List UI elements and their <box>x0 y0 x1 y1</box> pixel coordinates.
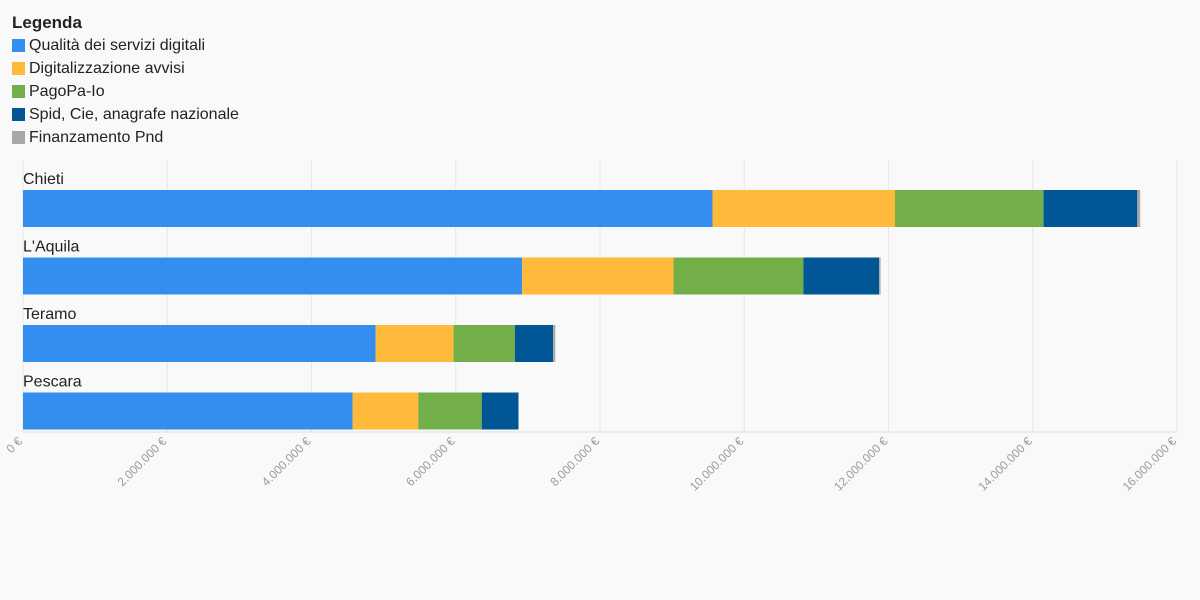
x-tick-label: 2.000.000 € <box>115 434 170 489</box>
legend-swatch <box>12 62 25 75</box>
legend-label: Digitalizzazione avvisi <box>29 59 185 77</box>
legend-swatch <box>12 131 25 144</box>
bar-segment[interactable] <box>803 257 880 295</box>
x-tick-label: 14.000.000 € <box>975 434 1035 494</box>
category-label: Teramo <box>23 306 76 323</box>
legend-label: PagoPa-Io <box>29 82 105 100</box>
bar-segment[interactable] <box>553 325 556 362</box>
legend-item[interactable]: PagoPa-Io <box>12 80 239 103</box>
bar-segment[interactable] <box>1137 190 1141 227</box>
bar-segment[interactable] <box>23 325 376 362</box>
bar-segment[interactable] <box>23 257 523 295</box>
legend-label: Qualità dei servizi digitali <box>29 36 206 54</box>
legend-item[interactable]: Finanzamento Pnd <box>12 126 239 149</box>
legend-swatch <box>12 85 25 98</box>
legend-item[interactable]: Qualità dei servizi digitali <box>12 34 239 57</box>
bar-segment[interactable] <box>894 190 1044 227</box>
legend-swatch <box>12 39 25 52</box>
category-label: Chieti <box>23 171 64 188</box>
bar-segment[interactable] <box>522 257 674 295</box>
bar-segment[interactable] <box>879 257 881 295</box>
legend-swatch <box>12 108 25 121</box>
legend-label: Spid, Cie, anagrafe nazionale <box>29 105 239 123</box>
x-tick-label: 10.000.000 € <box>687 434 747 494</box>
x-tick-label: 4.000.000 € <box>259 434 314 489</box>
x-tick-label: 12.000.000 € <box>831 434 891 494</box>
category-label: L'Aquila <box>23 239 80 256</box>
bar-segment[interactable] <box>453 325 515 362</box>
bar-segment[interactable] <box>375 325 454 362</box>
x-tick-label: 8.000.000 € <box>547 434 602 489</box>
bar-segment[interactable] <box>1043 190 1138 227</box>
category-label: Pescara <box>23 374 82 391</box>
x-tick-label: 0 € <box>3 434 25 456</box>
bar-segment[interactable] <box>712 190 895 227</box>
legend-label: Finanzamento Pnd <box>29 128 164 146</box>
legend-items: Qualità dei servizi digitali Digitalizzaz… <box>12 34 239 149</box>
bar-segment[interactable] <box>673 257 804 295</box>
bar-segment[interactable] <box>514 325 554 362</box>
bar-segment[interactable] <box>418 392 482 430</box>
legend-item[interactable]: Spid, Cie, anagrafe nazionale <box>12 103 239 126</box>
x-tick-label: 6.000.000 € <box>403 434 458 489</box>
bar-segment[interactable] <box>23 190 713 227</box>
x-tick-label: 16.000.000 € <box>1120 434 1180 494</box>
bar-segment[interactable] <box>352 392 419 430</box>
legend: Legenda Qualità dei servizi digitali Digi… <box>12 12 239 149</box>
legend-title: Legenda <box>12 13 82 32</box>
bar-segment[interactable] <box>23 392 353 430</box>
bar-segment[interactable] <box>481 392 519 430</box>
legend-item[interactable]: Digitalizzazione avvisi <box>12 57 239 80</box>
